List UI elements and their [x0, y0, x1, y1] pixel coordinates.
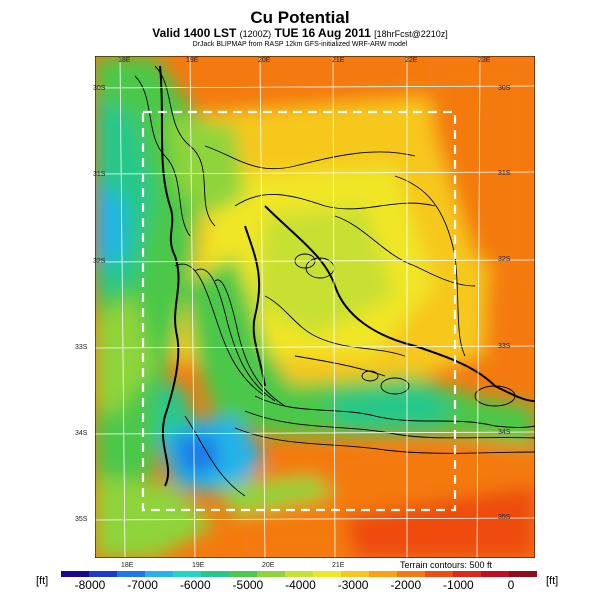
colorbar-swatch: [61, 571, 90, 577]
colorbar-swatch: [201, 571, 230, 577]
colorbar-tick-label: -1000: [443, 578, 474, 592]
colorbar-tick-label: -2000: [390, 578, 422, 592]
colorbar-swatch: [117, 571, 146, 577]
colorbar-swatch: [145, 571, 174, 577]
colorbar-tick-label: -4000: [285, 578, 316, 592]
cu-potential-map: [95, 56, 535, 558]
inner-domain-boundary: [141, 110, 457, 512]
lat-label-left-34s: 34S: [75, 430, 88, 437]
colorbar-swatch: [89, 571, 118, 577]
valid-time-line: Valid 1400 LST (1200Z) TUE 16 Aug 2011 […: [0, 26, 600, 40]
colorbar-swatch: [509, 571, 537, 577]
colorbar-tick-label: -7000: [127, 578, 158, 592]
lat-label-left-35s: 35S: [75, 516, 88, 523]
lat-label-left-33s: 33S: [75, 344, 88, 351]
colorbar-tick-label: -8000: [74, 578, 106, 592]
colorbar-swatch: [173, 571, 202, 577]
colorbar-tick-label: -3000: [337, 578, 369, 592]
colorbar: [61, 571, 537, 577]
colorbar-tick-label: -6000: [179, 578, 211, 592]
colorbar-swatch: [453, 571, 482, 577]
terrain-contours-note: Terrain contours: 500 ft: [400, 560, 493, 570]
colorbar-tick-label: -5000: [232, 578, 264, 592]
colorbar-swatch: [229, 571, 258, 577]
utc-time: (1200Z): [239, 29, 272, 39]
lon-label-top-18e: 18E: [118, 57, 131, 64]
chart-title: Cu Potential: [250, 8, 350, 27]
lon-label-bottom-21e: 21E: [332, 562, 345, 569]
model-description: DrJack BLIPMAP from RASP 12km GFS-initia…: [192, 41, 408, 48]
lon-label-bottom-19e: 19E: [192, 562, 205, 569]
lon-label-bottom-18e: 18E: [121, 562, 134, 569]
lat-label-right-33s: 33S: [498, 343, 511, 350]
lon-label-bottom-20e: 20E: [262, 562, 275, 569]
forecast-info: [18hrFcst@2210z]: [374, 29, 448, 39]
colorbar-unit-right: [ft]: [546, 575, 559, 587]
colorbar-swatch: [425, 571, 454, 577]
valid-time: Valid 1400 LST: [152, 26, 237, 40]
lat-label-right-34s: 34S: [498, 429, 511, 436]
lon-label-top-21e: 21E: [332, 57, 345, 64]
cu-potential-field: [95, 56, 535, 558]
valid-date: TUE 16 Aug 2011: [274, 26, 371, 40]
lon-label-top-23e: 23E: [478, 57, 491, 64]
lat-label-right-35s: 35S: [498, 514, 511, 521]
colorbar-swatch: [341, 571, 370, 577]
colorbar-swatch: [481, 571, 510, 577]
lat-lon-grid: [95, 56, 535, 558]
colorbar-swatch: [285, 571, 314, 577]
colorbar-unit-left: [ft]: [36, 575, 49, 587]
colorbar-swatch: [313, 571, 342, 577]
lat-label-right-32s: 32S: [498, 256, 511, 263]
colorbar-swatch: [369, 571, 398, 577]
lon-label-top-19e: 19E: [186, 57, 199, 64]
lat-label-left-32s: 32S: [93, 258, 106, 265]
lat-label-right-30s: 30S: [498, 85, 511, 92]
lat-label-left-31s: 31S: [93, 171, 106, 178]
lat-label-left-30s: 30S: [93, 85, 106, 92]
colorbar-swatch: [397, 571, 426, 577]
colorbar-swatch: [257, 571, 286, 577]
colorbar-tick-label: 0: [507, 578, 515, 592]
terrain-contours: [134, 65, 535, 497]
lon-label-top-20e: 20E: [258, 57, 271, 64]
lon-label-top-22e: 22E: [405, 57, 418, 64]
lat-label-right-31s: 31S: [498, 170, 511, 177]
coastline: [159, 65, 535, 487]
